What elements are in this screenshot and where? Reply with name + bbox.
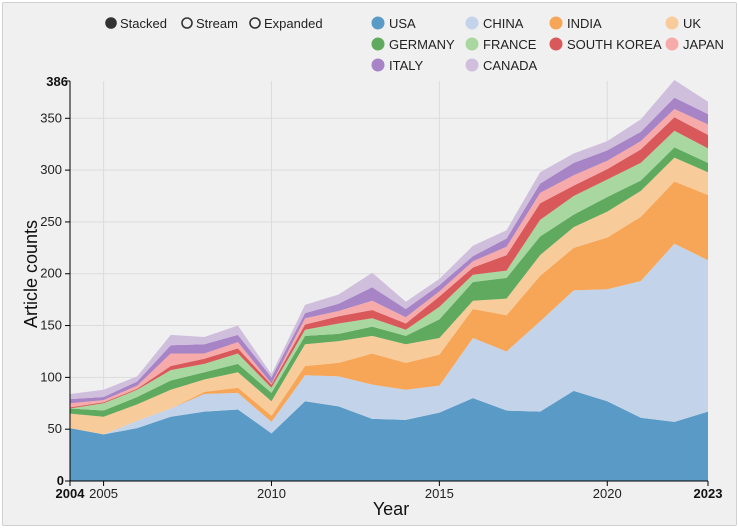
y-axis-title: Article counts [21,220,41,328]
y-tick-label-250: 250 [40,214,62,229]
area-series-usa[interactable] [70,390,708,481]
legend-label-canada: CANADA [483,58,538,73]
mode-option-stacked[interactable]: Stacked [105,16,167,31]
x-tick-label-2015: 2015 [425,486,454,501]
axes [69,81,708,482]
y-tick-label-386: 386 [46,74,68,89]
legend-swatch-usa [371,16,385,30]
legend-item-germany[interactable]: GERMANY [371,37,456,52]
legend-swatch-germany [371,37,385,51]
area-series-japan[interactable] [70,108,708,408]
legend-item-japan[interactable]: JAPAN [665,37,724,52]
mode-label-stream: Stream [196,16,238,31]
y-tick-label-350: 350 [40,110,62,125]
area-series-india[interactable] [70,181,708,435]
legend-item-uk[interactable]: UK [665,16,702,31]
area-series-uk[interactable] [70,157,708,435]
x-tick-label-2023: 2023 [694,486,723,501]
x-tick-label-2005: 2005 [89,486,118,501]
stacked-areas [70,79,708,481]
legend-label-uk: UK [683,16,701,31]
legend-item-canada[interactable]: CANADA [465,58,538,73]
mode-label-expanded: Expanded [264,16,323,31]
legend-item-usa[interactable]: USA [371,16,417,31]
area-series-china[interactable] [70,243,708,435]
ticks: 0 50 100 150 200 250 300 350 386 2004 2005 2010 2015… [40,74,722,501]
x-tick-label-2004: 2004 [56,486,86,501]
legend-label-italy: ITALY [389,58,424,73]
mode-selector: Stacked Stream Expanded [105,16,323,31]
legend-label-usa: USA [389,16,416,31]
legend-label-india: INDIA [567,16,602,31]
legend: USA CHINA INDIA UK GERMANY FRANCE SOUTH KOREA J… [371,16,724,73]
y-tick-label-0: 0 [57,473,64,488]
y-tick-label-150: 150 [40,318,62,333]
legend-label-south-korea: SOUTH KOREA [567,37,662,52]
mode-radio-stacked[interactable] [105,17,117,29]
legend-label-japan: JAPAN [683,37,724,52]
legend-swatch-france [465,37,479,51]
mode-label-stacked: Stacked [120,16,167,31]
legend-item-india[interactable]: INDIA [549,16,603,31]
legend-swatch-japan [665,37,679,51]
x-tick-label-2020: 2020 [593,486,622,501]
y-tick-label-100: 100 [40,369,62,384]
mode-option-stream[interactable]: Stream [181,16,238,31]
legend-label-france: FRANCE [483,37,537,52]
legend-item-china[interactable]: CHINA [465,16,524,31]
legend-label-china: CHINA [483,16,524,31]
legend-swatch-italy [371,58,385,72]
legend-swatch-india [549,16,563,30]
legend-label-germany: GERMANY [389,37,455,52]
mode-radio-expanded[interactable] [249,17,261,29]
area-series-south-korea[interactable] [70,117,708,409]
legend-item-south-korea[interactable]: SOUTH KOREA [549,37,662,52]
x-tick-label-2010: 2010 [257,486,286,501]
legend-item-france[interactable]: FRANCE [465,37,537,52]
mode-radio-stream[interactable] [181,17,193,29]
legend-swatch-south-korea [549,37,563,51]
x-axis-title: Year [373,499,409,519]
y-tick-label-300: 300 [40,162,62,177]
mode-option-expanded[interactable]: Expanded [249,16,323,31]
chart-svg: 0 50 100 150 200 250 300 350 386 2004 2005 2010 2015… [21,16,724,519]
legend-item-italy[interactable]: ITALY [371,58,424,73]
legend-swatch-china [465,16,479,30]
legend-swatch-canada [465,58,479,72]
legend-swatch-uk [665,16,679,30]
y-tick-label-50: 50 [48,421,62,436]
y-tick-label-200: 200 [40,266,62,281]
